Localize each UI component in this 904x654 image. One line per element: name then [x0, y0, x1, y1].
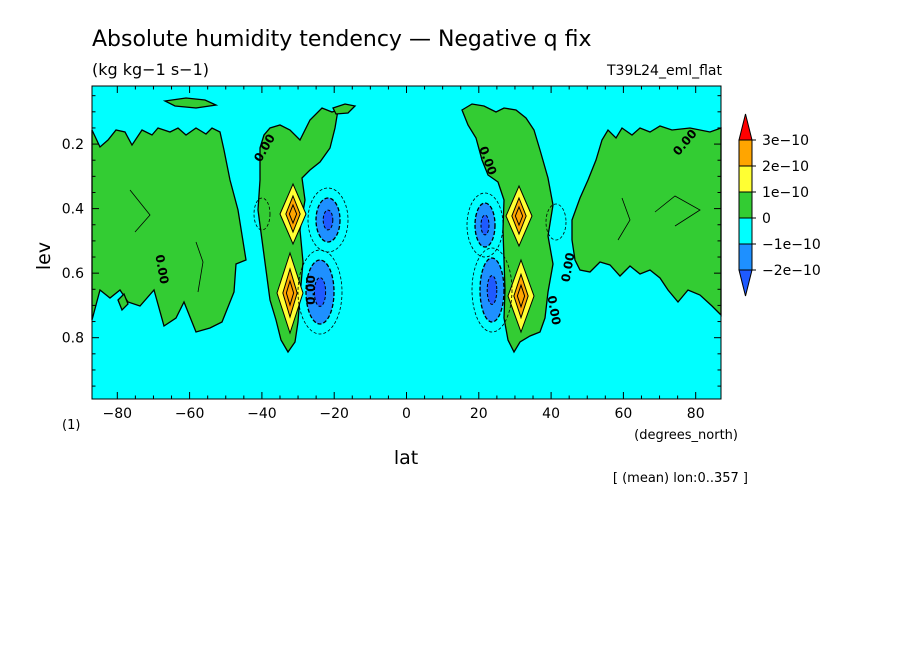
negative-core-nh-lower-outline: [471, 247, 513, 333]
y-tick-label: 0.2: [62, 137, 84, 153]
negative-core-nh-upper-outline: [466, 192, 504, 258]
colorbar: 3e−10 2e−10 1e−10 0 −1e−10 −2e−10: [738, 113, 821, 297]
colorbar-top-arrow: [738, 113, 753, 141]
y-axis-label: lev: [33, 242, 55, 270]
y-axis-units: (1): [62, 418, 80, 433]
green-region-nh-midlat: [571, 125, 722, 317]
colorbar-segment: [738, 243, 753, 271]
negative-core-sh-lower-outline: [297, 249, 343, 335]
positive-core-sh-lower-inner: [282, 267, 298, 319]
green-region-sh-midlat: [91, 127, 247, 333]
colorbar-bottom-arrow: [738, 269, 753, 297]
chart-title: Absolute humidity tendency — Negative q …: [92, 27, 592, 52]
y-axis-ticks: 0.2 0.4 0.6 0.8: [62, 95, 721, 387]
colorbar-label: 3e−10: [762, 133, 809, 149]
colorbar-label: 2e−10: [762, 159, 809, 175]
negative-core-nh-upper-inner: [480, 214, 490, 236]
y-tick-label: 0.6: [62, 266, 84, 282]
thin-contour-2: [654, 195, 701, 227]
contour-label: 0.00: [304, 275, 318, 305]
positive-core-nh-lower-innermost: [516, 283, 526, 309]
colorbar-segment: [738, 139, 753, 167]
colorbar-label: 0: [762, 211, 771, 227]
x-tick-label: −80: [103, 406, 133, 422]
thin-contour-0: [129, 189, 151, 233]
green-region-sh-midlat-top: [162, 97, 219, 109]
colorbar-segment: [738, 217, 753, 245]
x-axis-label: lat: [394, 447, 418, 469]
positive-core-sh-upper-inner: [285, 194, 301, 234]
contour-label: 0.00: [559, 252, 578, 284]
colorbar-segment: [738, 191, 753, 219]
contour-label: 0.00: [544, 295, 563, 327]
colorbar-segment: [738, 165, 753, 193]
thin-contour-3: [617, 197, 631, 241]
negative-core-sh-upper-inner: [322, 209, 334, 231]
negative-core-sh-lower-inner: [313, 277, 327, 307]
positive-core-sh-lower-innermost: [285, 279, 295, 307]
x-tick-label: −60: [175, 406, 205, 422]
green-region-sh-top: [332, 103, 357, 115]
positive-core-nh-upper-innermost: [514, 205, 524, 227]
positive-core-nh-lower-inner: [513, 272, 529, 320]
negative-core-nh-lower-inner: [486, 275, 498, 305]
positive-core-nh-upper-inner: [511, 196, 527, 236]
neg-lobe-nh-far: [545, 203, 567, 241]
thin-contour-1: [195, 241, 204, 293]
contour-regions: [91, 97, 722, 354]
y-tick-label: 0.8: [62, 331, 84, 347]
x-axis-ticks: −80 −60 −40 −20 0 20 40 60 80: [103, 86, 705, 422]
x-tick-label: 0: [402, 406, 411, 422]
colorbar-label: −1e−10: [762, 237, 821, 253]
x-tick-label: −40: [247, 406, 277, 422]
green-region-sh-spot: [117, 292, 129, 312]
x-axis-units: (degrees_north): [634, 428, 738, 443]
y-tick-label: 0.4: [62, 202, 84, 218]
x-tick-label: 60: [614, 406, 632, 422]
contour-label: 0.00: [152, 254, 171, 286]
footnote: [ (mean) lon:0..357 ]: [613, 471, 748, 486]
plot-area: 0.000.000.000.000.000.000.00: [91, 85, 722, 400]
negative-core-sh-upper-outline: [307, 187, 349, 253]
positive-core-sh-upper-innermost: [288, 203, 298, 225]
neg-lobe-sh-far: [253, 197, 271, 231]
x-tick-label: 80: [687, 406, 705, 422]
experiment-label: T39L24_eml_flat: [606, 63, 723, 79]
x-tick-label: 40: [542, 406, 560, 422]
chart-units: (kg kg−1 s−1): [92, 60, 209, 79]
x-tick-label: −20: [319, 406, 349, 422]
colorbar-label: 1e−10: [762, 185, 809, 201]
colorbar-label: −2e−10: [762, 263, 821, 279]
x-tick-label: 20: [470, 406, 488, 422]
